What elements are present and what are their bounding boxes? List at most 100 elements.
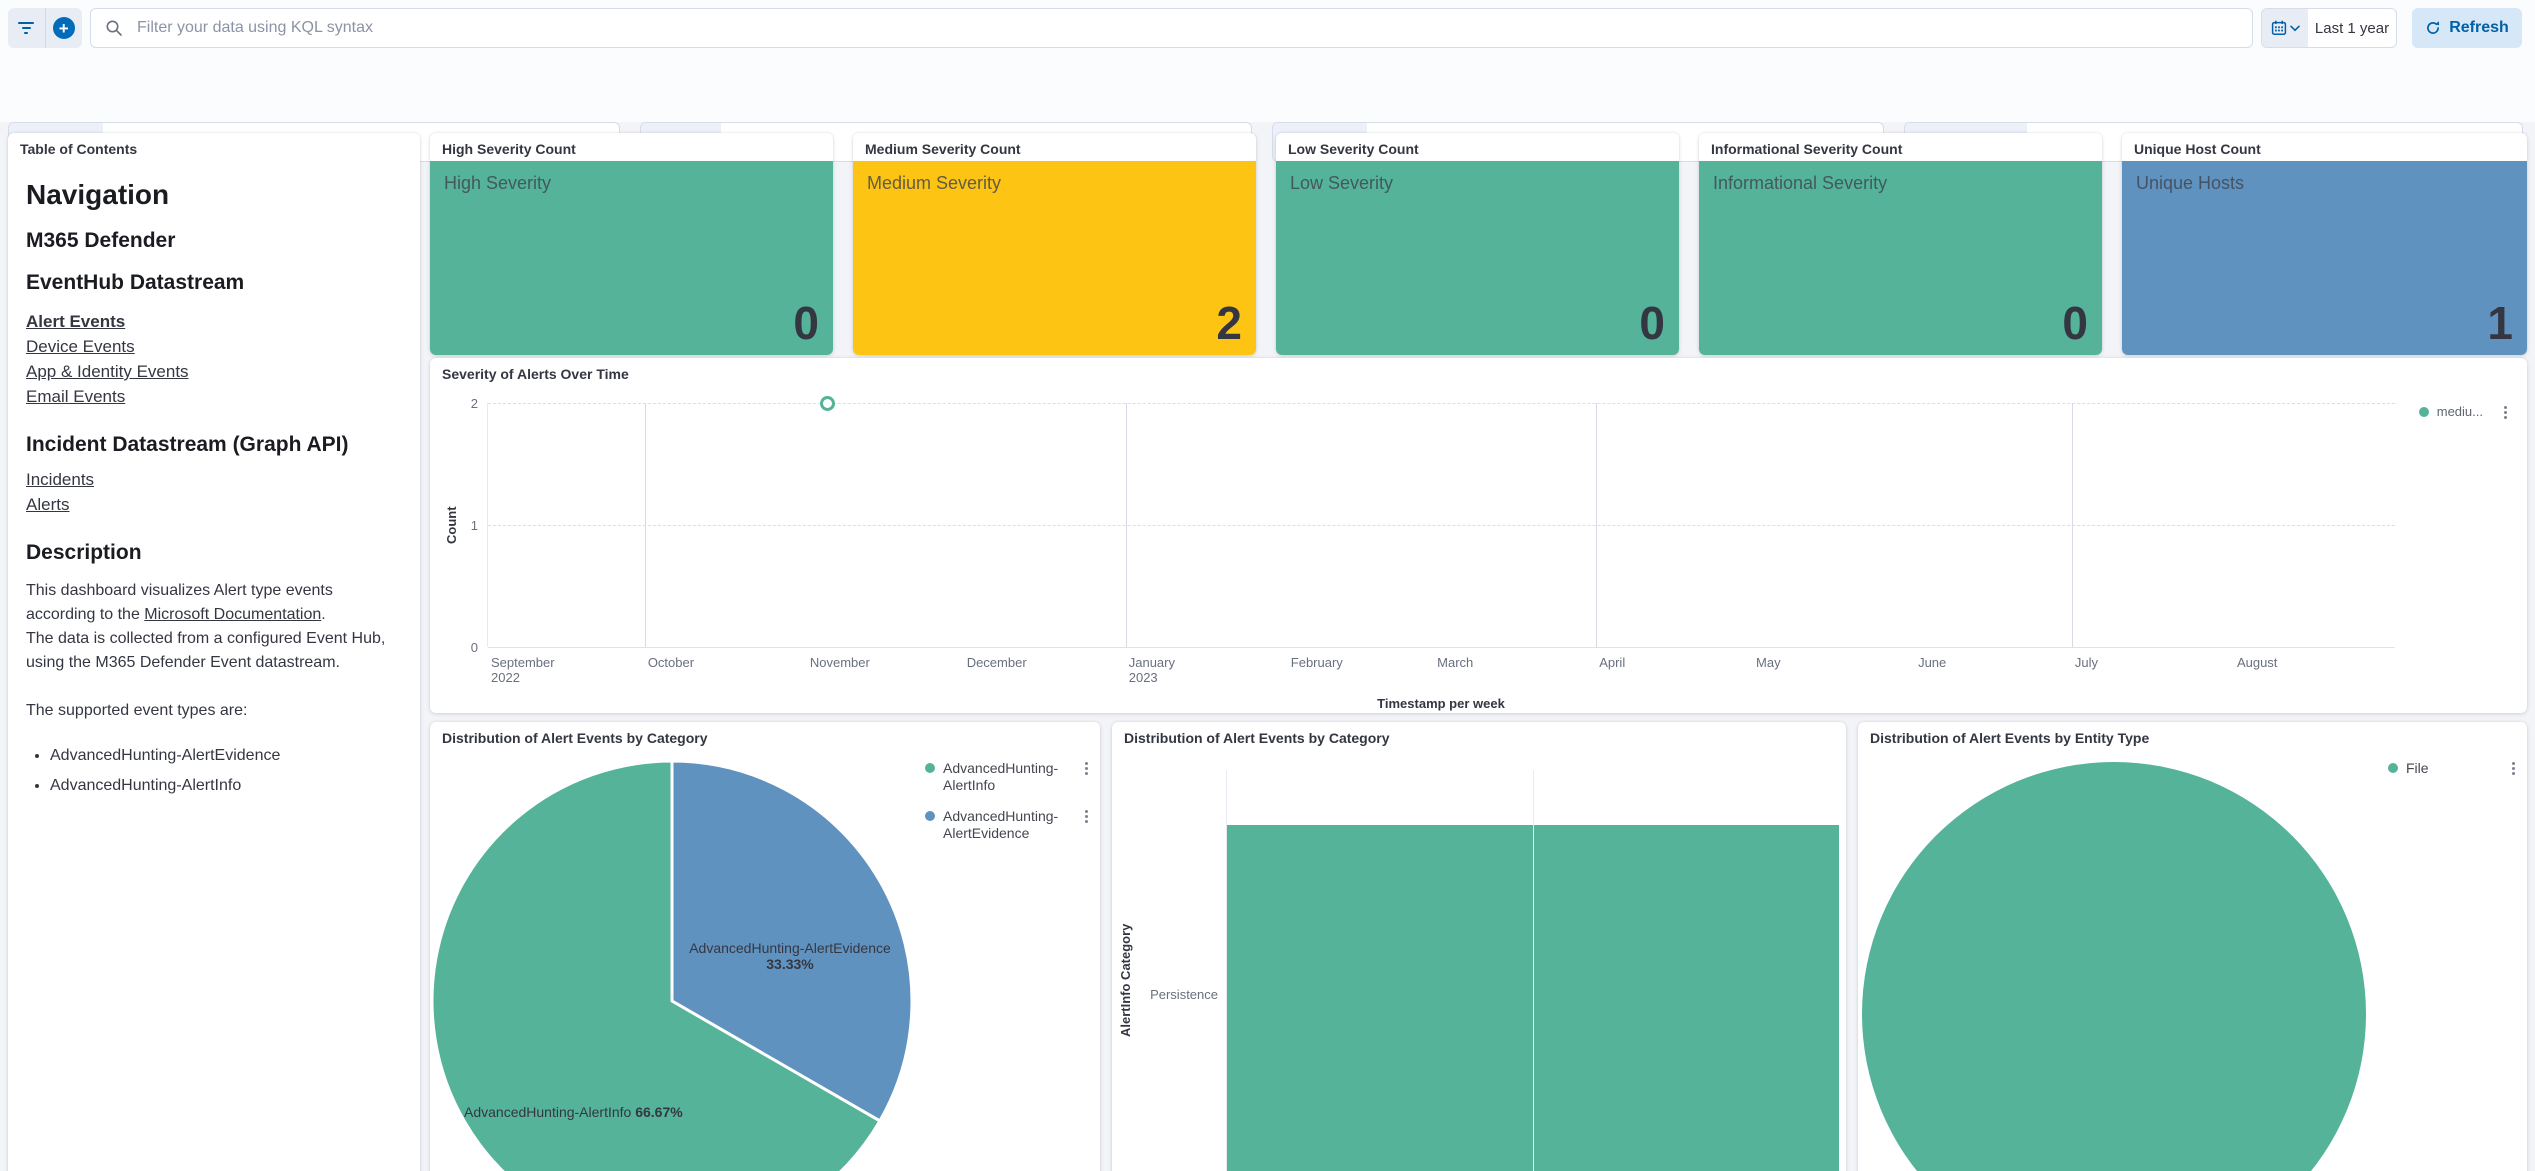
legend-item-alertevidence[interactable]: AdvancedHunting-AlertEvidence	[925, 808, 1090, 842]
alert-category-pie-panel: Distribution of Alert Events by Category…	[430, 722, 1100, 1171]
toc-panel-title[interactable]: Table of Contents	[20, 141, 138, 157]
data-point-medium[interactable]	[820, 395, 836, 411]
date-picker-quick-menu[interactable]	[2262, 9, 2308, 47]
legend-item-alertinfo[interactable]: AdvancedHunting-AlertInfo	[925, 760, 1090, 794]
metric-value: 0	[1639, 297, 1665, 350]
x-gridline	[1125, 403, 1127, 647]
pie-slice-label: AdvancedHunting-AlertEvidence 33.33%	[689, 940, 891, 972]
metric-panel-unique-host: Unique Host Count Unique Hosts 1	[2122, 133, 2527, 355]
refresh-icon	[2427, 21, 2440, 34]
x-axis-tick-label: November	[809, 655, 870, 670]
toc-link-email-events: Email Events	[26, 387, 126, 406]
toc-link-device-events: Device Events	[26, 337, 135, 356]
metric-panel-title[interactable]: Low Severity Count	[1288, 141, 1419, 157]
entity-type-pie-panel: Distribution of Alert Events by Entity T…	[1858, 722, 2527, 1171]
metric-label: Low Severity	[1290, 173, 1394, 193]
kql-search-box[interactable]	[90, 8, 2253, 48]
metric-label: High Severity	[444, 173, 552, 193]
x-axis-title: Timestamp per week	[1377, 696, 1505, 711]
x-axis-labels: September 2022 October November December Jan…	[487, 655, 2395, 689]
date-range-value[interactable]: Last 1 year	[2314, 19, 2390, 37]
toc-link-app-identity-events: App & Identity Events	[26, 362, 189, 381]
metric-body: Low Severity 0	[1276, 161, 1679, 355]
metric-body: Unique Hosts 1	[2122, 161, 2527, 355]
x-axis-tick-label: April	[1599, 655, 1626, 670]
plus-icon: +	[52, 17, 75, 39]
metric-label: Medium Severity	[867, 173, 1002, 193]
x-axis-tick-label: July	[2074, 655, 2099, 670]
legend-dot	[2388, 763, 2398, 773]
metric-label: Informational Severity	[1713, 173, 1888, 193]
filter-menu-button[interactable]	[8, 8, 45, 48]
pie-slice-label: AdvancedHunting-AlertInfo 66.67%	[464, 1104, 683, 1120]
refresh-label: Refresh	[2449, 19, 2509, 36]
supported-types-intro: The supported event types are:	[26, 702, 248, 719]
toc-link-alerts: Alerts	[26, 495, 70, 514]
filter-lines-icon	[18, 22, 35, 34]
metric-value: 0	[793, 297, 819, 350]
metric-panel-title[interactable]: High Severity Count	[442, 141, 576, 157]
chart-title[interactable]: Severity of Alerts Over Time	[442, 366, 629, 382]
metric-label: Unique Hosts	[2136, 173, 2245, 193]
x-gridline	[1596, 403, 1598, 647]
bar-category-label: Persistence	[1150, 987, 1218, 1002]
x-gridline	[1533, 770, 1534, 1171]
toc-content: Navigation M365 Defender EventHub Datast…	[8, 133, 420, 801]
y-tick-label: 2	[470, 396, 478, 411]
query-button-group: +	[8, 8, 82, 48]
metric-panel-title[interactable]: Unique Host Count	[2134, 141, 2261, 157]
y-tick-label: 1	[470, 518, 478, 533]
x-axis-tick-label: March	[1437, 655, 1474, 670]
y-tick-label: 0	[470, 640, 478, 655]
metric-panel-medium-severity: Medium Severity Count Medium Severity 2	[853, 133, 1256, 355]
pie-chart[interactable]	[1858, 755, 2378, 1171]
legend-dot	[925, 811, 935, 821]
toc-section-m365: M365 Defender	[26, 229, 176, 252]
metric-body: Medium Severity 2	[853, 161, 1256, 355]
x-axis-tick-label: October	[647, 655, 695, 670]
y-axis-title: AlertInfo Category	[1118, 923, 1133, 1037]
legend-actions-icon[interactable]	[1083, 760, 1090, 777]
legend-actions-icon[interactable]	[1083, 808, 1090, 825]
chart-title[interactable]: Distribution of Alert Events by Entity T…	[1870, 730, 2150, 746]
x-axis-tick-label: August	[2236, 655, 2278, 670]
metric-panel-title[interactable]: Medium Severity Count	[865, 141, 1021, 157]
kql-search-input[interactable]	[137, 19, 2238, 37]
chevron-down-icon	[2289, 25, 2300, 31]
filter-controls-row: Hostname Any Severity Any Username Any A…	[0, 56, 2535, 162]
chart-title[interactable]: Distribution of Alert Events by Category	[1124, 730, 1390, 746]
supported-types-list: AdvancedHunting-AlertEvidence AdvancedHu…	[50, 741, 402, 801]
x-axis-tick-label: June	[1918, 655, 1947, 670]
calendar-icon	[2271, 20, 2286, 35]
pie-chart[interactable]	[432, 761, 912, 1171]
x-gridline	[2071, 403, 2073, 647]
metric-panel-informational-severity: Informational Severity Count Information…	[1699, 133, 2102, 355]
x-axis-tick-label: January 2023	[1128, 655, 1175, 685]
toc-link-incidents: Incidents	[26, 470, 95, 489]
metric-panel-title[interactable]: Informational Severity Count	[1711, 141, 1903, 157]
add-filter-button[interactable]: +	[44, 8, 83, 48]
microsoft-documentation-link[interactable]: Microsoft Documentation	[144, 606, 322, 623]
metric-value: 0	[2062, 297, 2088, 350]
chart-title[interactable]: Distribution of Alert Events by Category	[442, 730, 708, 746]
metric-body: Informational Severity 0	[1699, 161, 2102, 355]
legend-actions-icon[interactable]	[2502, 404, 2509, 421]
metric-panel-high-severity: High Severity Count High Severity 0	[430, 133, 833, 355]
severity-over-time-panel: Severity of Alerts Over Time Count 2 1 0…	[430, 358, 2527, 713]
date-picker: Last 1 year	[2261, 8, 2397, 48]
bar-plot-area	[1226, 770, 1839, 1171]
toc-heading: Navigation	[26, 179, 170, 210]
x-axis-tick-label: May	[1756, 655, 1781, 670]
legend-dot	[925, 763, 935, 773]
x-axis-tick-label: December	[966, 655, 1027, 670]
query-bar: + Last 1 yea	[0, 0, 2535, 56]
search-icon	[106, 20, 122, 36]
legend-item-medium[interactable]: mediu...	[2418, 404, 2483, 419]
x-axis-tick-label: September 2022	[491, 655, 555, 685]
description-paragraph: This dashboard visualizes Alert type eve…	[26, 582, 386, 671]
legend-item-file[interactable]: File	[2388, 760, 2517, 777]
refresh-button[interactable]: Refresh	[2412, 8, 2522, 48]
legend-actions-icon[interactable]	[2510, 760, 2517, 777]
legend-label: mediu...	[2436, 404, 2483, 419]
